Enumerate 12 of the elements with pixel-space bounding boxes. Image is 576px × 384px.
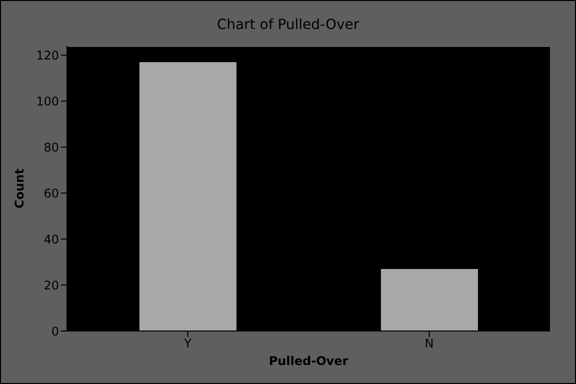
y-tick-label: 60 bbox=[44, 186, 59, 200]
y-tick-label: 40 bbox=[44, 232, 59, 246]
y-axis-title: Count bbox=[12, 168, 26, 208]
chart-title: Chart of Pulled-Over bbox=[216, 17, 360, 33]
y-tick-label: 120 bbox=[36, 48, 59, 62]
x-tick-label: N bbox=[424, 336, 434, 351]
y-tick-label: 20 bbox=[44, 278, 59, 292]
y-tick-label: 100 bbox=[36, 94, 59, 108]
y-tick-label: 80 bbox=[44, 140, 59, 154]
x-axis-title: Pulled-Over bbox=[268, 354, 348, 368]
y-tick-label: 0 bbox=[51, 324, 59, 338]
x-tick-label: Y bbox=[183, 336, 192, 351]
